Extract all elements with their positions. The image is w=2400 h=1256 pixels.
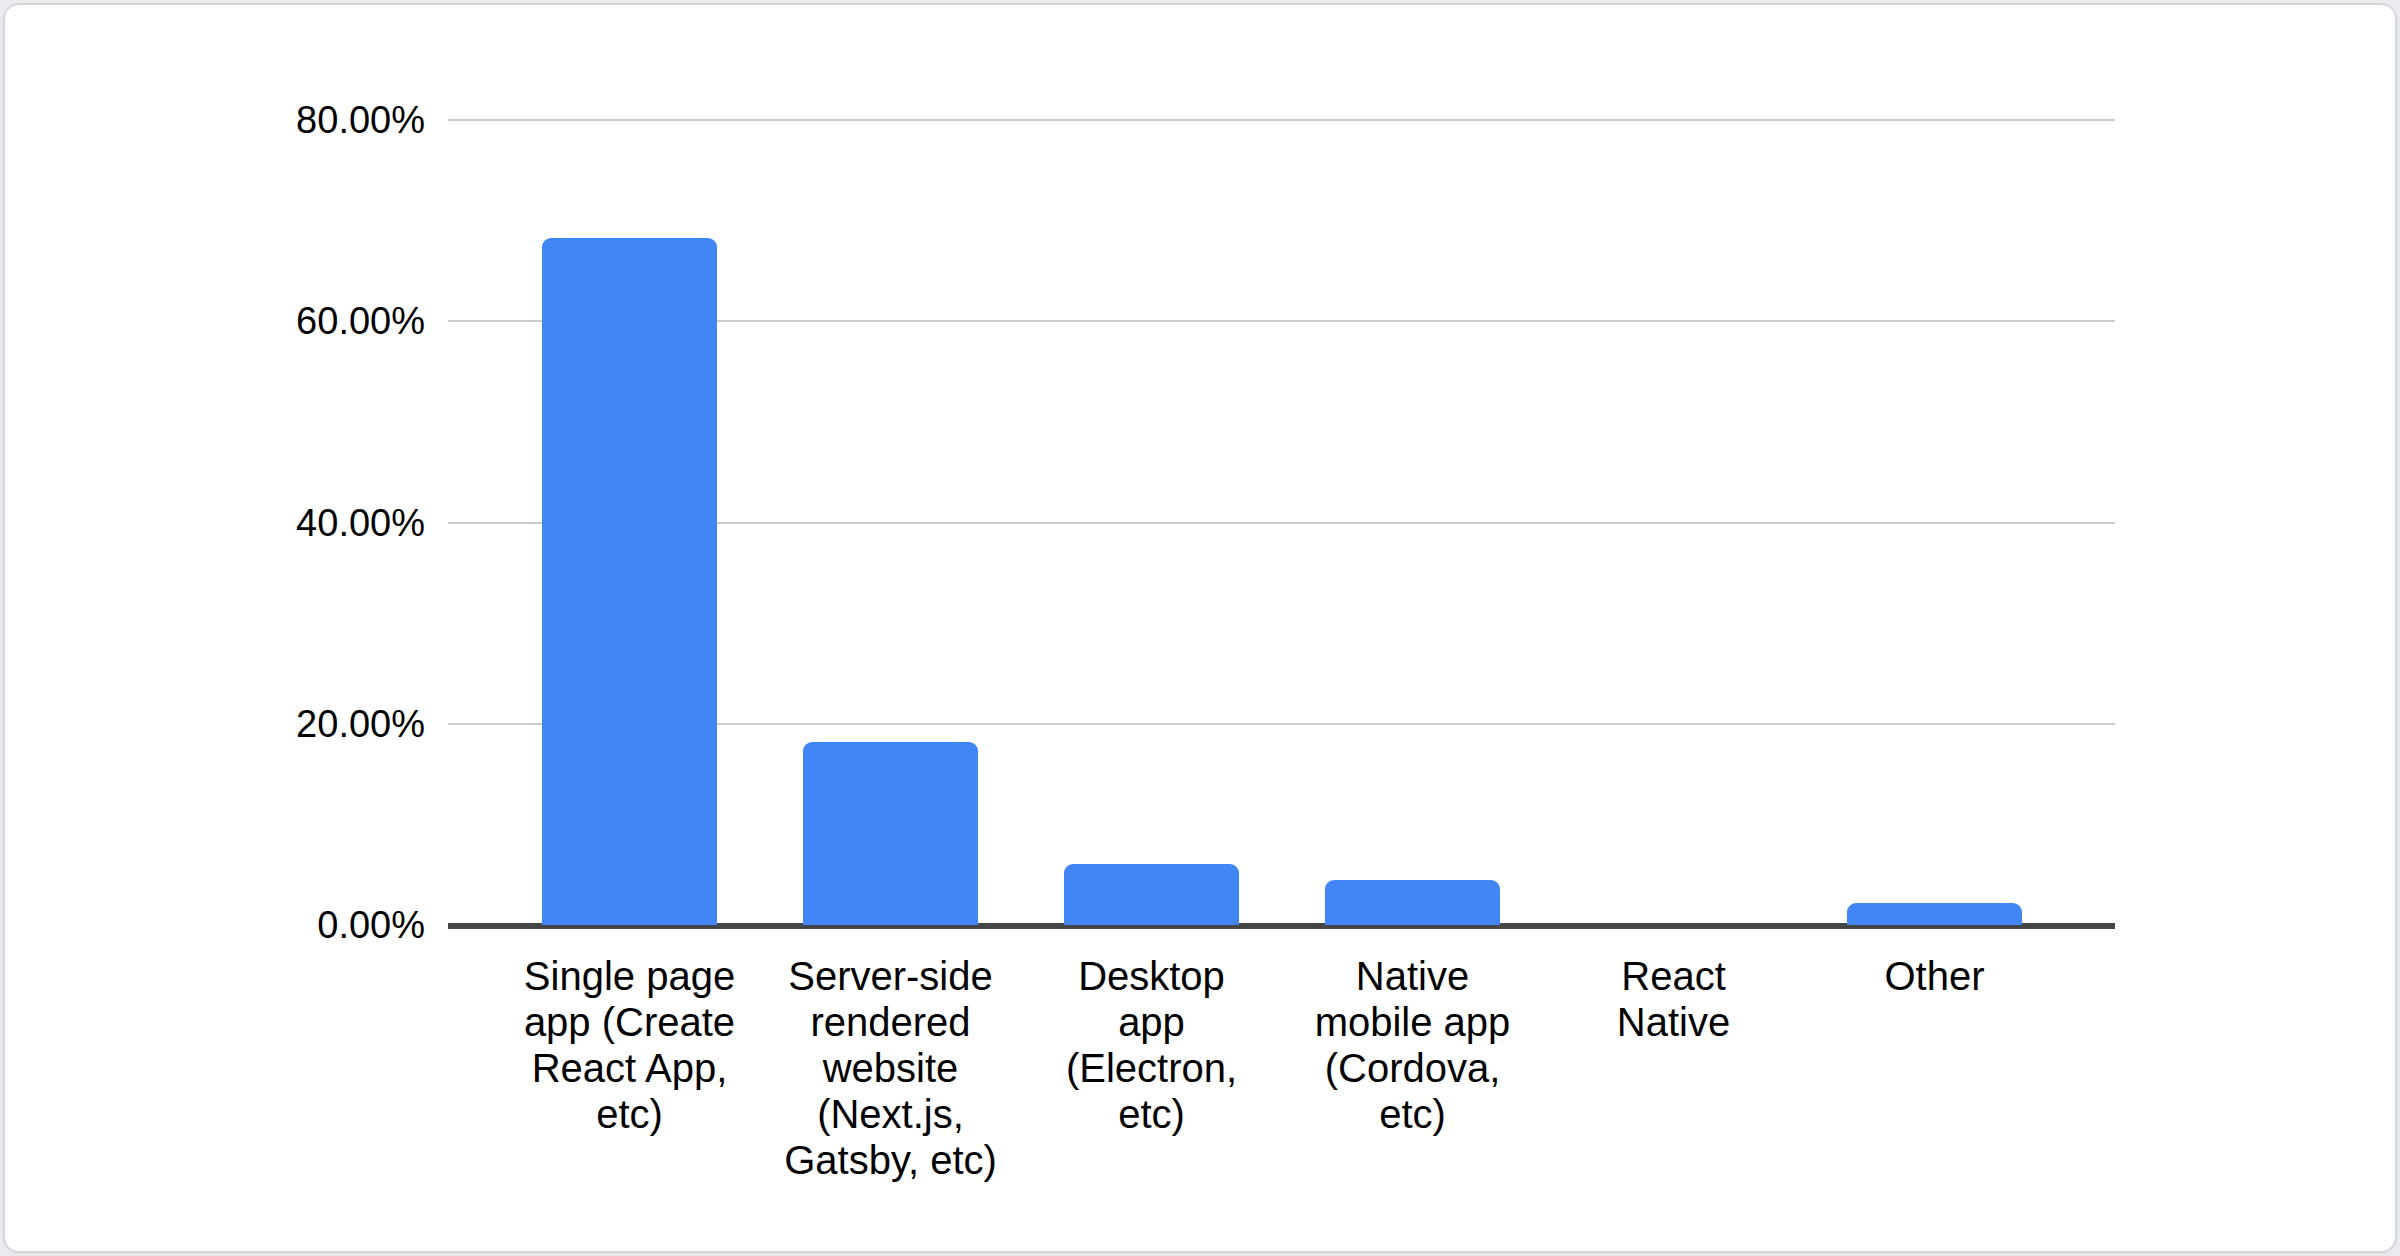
bar-5	[1847, 903, 2022, 925]
x-axis-label-0: Single page app (Create React App, etc)	[499, 953, 760, 1183]
x-axis-label-3: Native mobile app (Cordova, etc)	[1282, 953, 1543, 1183]
y-tick-label: 60.00%	[5, 298, 425, 344]
bar-2	[1064, 864, 1239, 925]
x-axis-label-4: React Native	[1543, 953, 1804, 1183]
y-tick-label: 80.00%	[5, 97, 425, 143]
bar-3	[1325, 880, 1500, 925]
x-axis-label-5: Other	[1804, 953, 2065, 1183]
bars-container	[499, 120, 2065, 925]
x-axis-labels: Single page app (Create React App, etc)S…	[499, 953, 2065, 1183]
y-tick-label: 20.00%	[5, 701, 425, 747]
bar-1	[803, 742, 978, 925]
chart-card: 80.00% 60.00% 40.00% 20.00% 0.00% Single pag…	[3, 3, 2397, 1253]
bar-0	[542, 238, 717, 925]
x-axis-label-1: Server-side rendered website (Next.js, G…	[760, 953, 1021, 1183]
chart-column-0	[499, 120, 760, 925]
chart-column-3	[1282, 120, 1543, 925]
x-axis-label-2: Desktop app (Electron, etc)	[1021, 953, 1282, 1183]
chart-column-4	[1543, 120, 1804, 925]
chart-column-2	[1021, 120, 1282, 925]
y-tick-label: 40.00%	[5, 500, 425, 546]
chart-column-1	[760, 120, 1021, 925]
y-tick-label: 0.00%	[5, 902, 425, 948]
chart-canvas: 80.00% 60.00% 40.00% 20.00% 0.00% Single pag…	[0, 0, 2400, 1256]
chart-column-5	[1804, 120, 2065, 925]
